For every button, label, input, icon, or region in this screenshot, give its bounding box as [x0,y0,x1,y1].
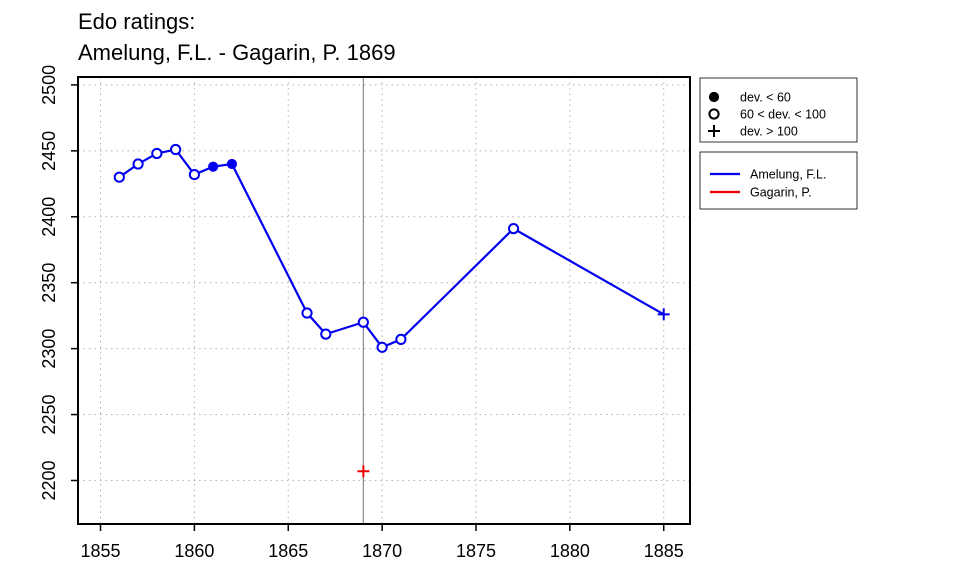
marker-legend-label: dev. > 100 [740,125,798,139]
x-tick-label: 1870 [362,541,402,561]
x-tick-label: 1860 [174,541,214,561]
y-tick-label: 2350 [39,263,59,303]
x-tick-label: 1875 [456,541,496,561]
data-point-amelung [657,308,670,321]
plot-frame [77,76,691,525]
chart-title-line-2: Amelung, F.L. - Gagarin, P. 1869 [78,40,396,65]
data-point-amelung [208,161,219,172]
series-legend-label: Amelung, F.L. [750,168,826,182]
data-point-amelung [132,158,144,170]
x-tick-label: 1865 [268,541,308,561]
x-tick-label: 1885 [644,541,684,561]
series-legend: Amelung, F.L. Gagarin, P. [699,151,858,210]
x-tick-label: 1855 [81,541,121,561]
x-axis: 1855 1860 1865 1870 1875 1880 1885 [81,524,684,561]
series-legend-label: Gagarin, P. [750,186,812,200]
marker-legend-symbol [708,91,720,103]
data-point-amelung [301,307,313,319]
y-tick-label: 2200 [39,460,59,500]
marker-legend-label: dev. < 60 [740,91,791,105]
y-tick-label: 2300 [39,329,59,369]
y-tick-label: 2400 [39,197,59,237]
chart-title-line-1: Edo ratings: [78,9,195,34]
x-tick-label: 1880 [550,541,590,561]
data-point-amelung [320,328,332,340]
data-point-amelung [376,341,388,353]
marker-legend-box [699,77,858,143]
series-amelung [113,143,670,353]
series-line-amelung [118,148,665,349]
series-legend-box [699,151,858,210]
data-point-amelung [188,168,200,181]
data-point-amelung [226,158,238,170]
y-tick-label: 2500 [39,65,59,105]
data-point-amelung [357,316,369,328]
marker-legend-symbol [708,108,720,120]
marker-legend-symbol [708,125,720,137]
marker-legend: dev. < 60 60 < dev. < 100 dev. > 100 [699,77,858,143]
y-tick-label: 2450 [39,131,59,171]
series-gagarin [357,465,370,478]
data-point-amelung [113,171,125,183]
marker-legend-label: 60 < dev. < 100 [740,108,826,122]
y-tick-label: 2250 [39,395,59,435]
data-point-gagarin [357,465,370,478]
series-layer [113,143,670,478]
y-axis: 2200 2250 2300 2350 2400 2450 2500 [39,65,78,501]
data-point-amelung [151,147,163,160]
data-point-amelung [170,143,182,156]
data-point-amelung [395,333,407,345]
grid-lines [78,77,690,524]
data-point-amelung [507,223,520,235]
